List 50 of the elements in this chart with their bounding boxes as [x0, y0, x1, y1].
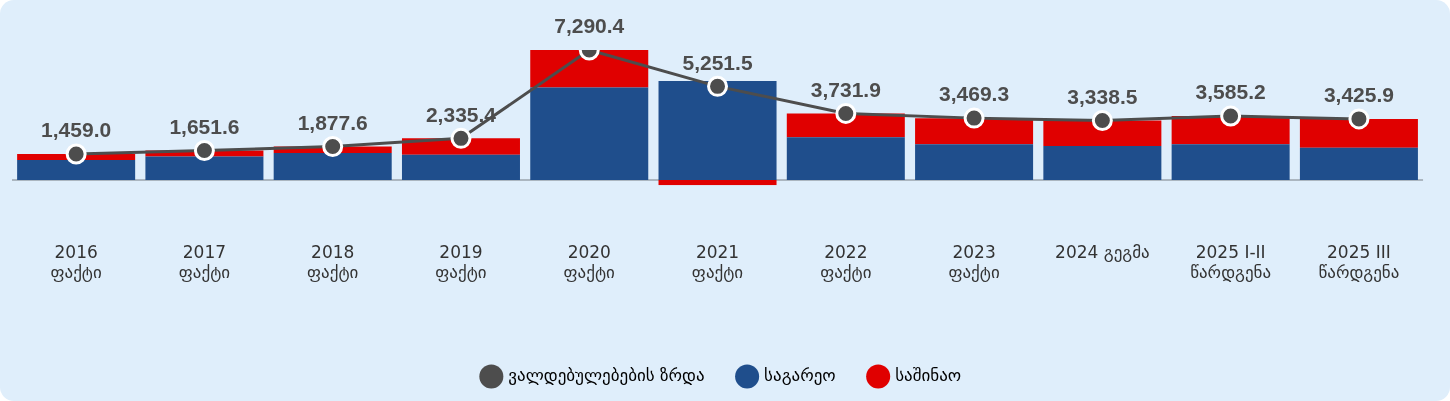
point [193, 140, 215, 162]
legend-label: საგარეო [764, 364, 836, 385]
legend-label: ვალდებულებების ზრდა [508, 364, 705, 385]
point [963, 107, 985, 129]
data-label: 3,338.5 [1067, 84, 1138, 108]
bar [658, 81, 777, 180]
point [450, 127, 472, 149]
point [65, 143, 87, 165]
x-tick-label: 2016 ფაქტი [50, 241, 102, 283]
point [1220, 105, 1242, 127]
bar [1043, 145, 1162, 180]
point [1091, 109, 1113, 131]
x-tick-label: 2022 ფაქტი [820, 241, 872, 283]
bar [786, 137, 905, 180]
x-tick-label: 2023 ფაქტი [948, 241, 1000, 283]
data-label: 2,335.4 [425, 102, 497, 126]
legend-label: საშინაო [895, 364, 962, 385]
x-tick-label: 2025 III წარდგენა [1318, 241, 1400, 283]
bar [530, 87, 649, 180]
data-label: 1,877.6 [297, 110, 368, 134]
data-label: 5,251.5 [682, 50, 753, 74]
bar [658, 179, 777, 186]
bar [915, 144, 1034, 180]
point [707, 75, 729, 97]
bar [145, 156, 264, 180]
bar [273, 152, 392, 180]
bar [1299, 147, 1418, 180]
point [835, 102, 857, 124]
bar [915, 118, 1034, 145]
data-label: 1,459.0 [41, 118, 112, 142]
data-label: 3,731.9 [810, 77, 881, 101]
bar [1043, 120, 1162, 146]
x-tick-label: 2020 ფაქტი [563, 241, 615, 283]
point [322, 136, 344, 157]
x-tick-label: 2021 ფაქტი [691, 241, 744, 283]
x-tick-label: 2019 ფაქტი [435, 241, 487, 283]
bar [1299, 118, 1418, 148]
data-label: 1,651.6 [169, 114, 240, 138]
data-label: 7,290.4 [554, 14, 625, 38]
bar [17, 159, 136, 180]
data-label: 3,585.2 [1195, 80, 1266, 104]
point [1348, 108, 1370, 130]
x-tick-label: 2018 ფაქტი [307, 241, 359, 283]
bar [1171, 144, 1290, 180]
x-tick-label: 2017 ფაქტი [178, 241, 231, 283]
data-label: 3,425.9 [1323, 83, 1394, 107]
x-tick-label: 2024 გეგმა [1055, 241, 1150, 262]
bar [401, 154, 520, 180]
data-label: 3,469.3 [939, 82, 1010, 106]
x-tick-label: 2025 I-II წარდგენა [1190, 241, 1272, 283]
